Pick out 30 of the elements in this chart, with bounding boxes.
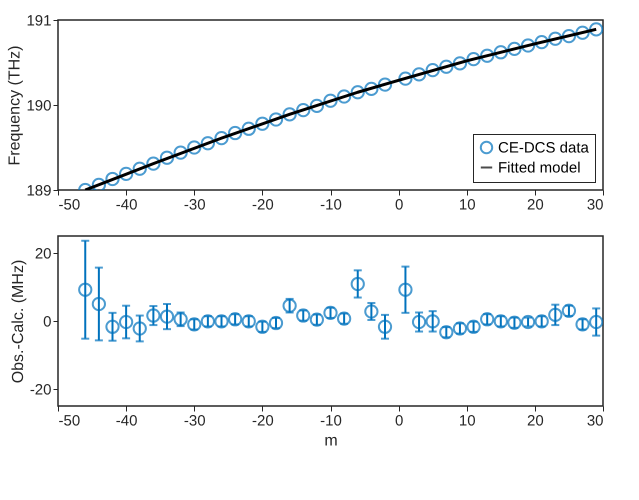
x-axis-title: m [324,432,338,450]
x-tick-label: -30 [184,412,206,430]
x-tick-label: 10 [458,412,476,430]
x-tick-label: -50 [58,412,80,430]
y-tick-label: 0 [43,314,52,330]
x-tick-label: -10 [320,412,342,430]
x-tick-label: 30 [586,196,604,214]
x-tick-label: -30 [184,196,206,214]
x-tick-label: 20 [527,196,544,214]
legend-label: CE-DCS data [498,140,590,156]
x-tick-label: 0 [394,196,404,214]
x-tick-label: 30 [586,412,604,430]
legend-label: Fitted model [498,160,581,176]
y-axis-title: Obs.-Calc. (MHz) [10,260,27,384]
x-tick-label: -20 [252,412,274,430]
x-tick-label: -40 [116,196,138,214]
y-tick-label: 191 [26,12,52,30]
y-tick-label: 189 [26,182,52,200]
x-tick-label: -40 [116,412,138,430]
y-tick-label: 20 [34,246,52,262]
x-tick-label: -10 [320,196,342,214]
line-series [84,28,598,190]
x-tick-label: -20 [252,196,274,214]
y-axis-title: Frequency (THz) [6,45,24,166]
x-tick-label: -50 [58,196,80,214]
x-tick-label: 20 [527,412,544,430]
x-tick-label: 0 [394,412,404,430]
y-tick-label: 190 [26,98,52,114]
x-tick-label: 10 [458,196,476,214]
y-tick-label: -20 [30,382,52,398]
